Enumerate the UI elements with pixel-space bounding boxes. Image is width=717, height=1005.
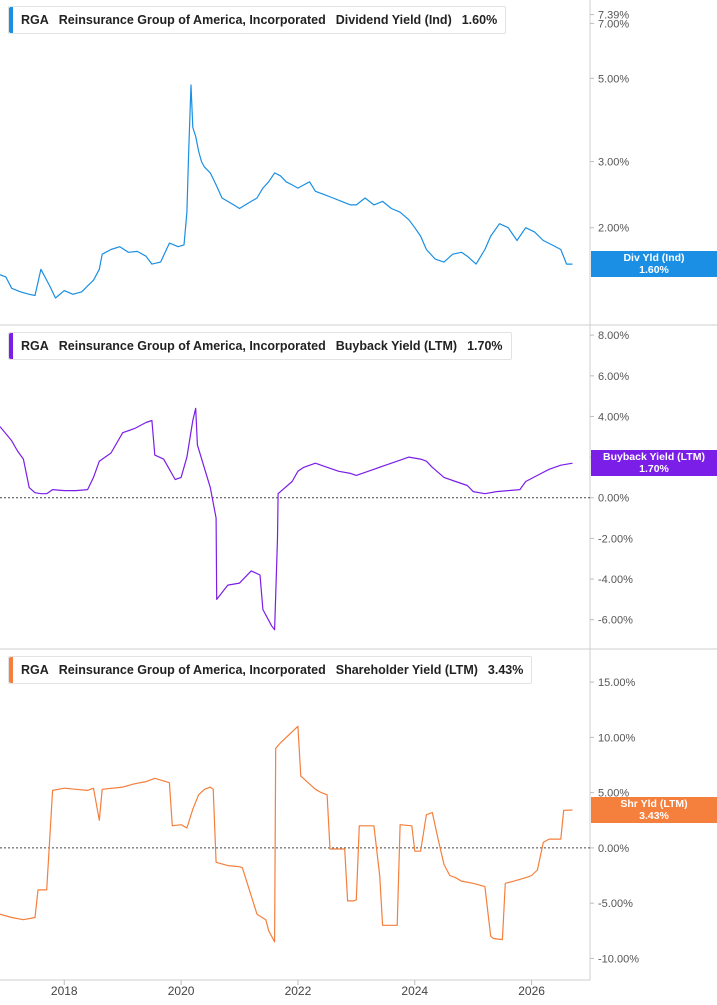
y-tick-label: 0.00% [598,843,629,855]
last-value-tag-shareholder: Shr Yld (LTM) 3.43% [591,796,717,823]
tag-value: 1.70% [639,463,669,476]
y-tick-label: 7.39% [598,10,629,22]
series-color-marker [9,657,13,683]
metric-label: Buyback Yield (LTM) [335,339,458,353]
y-tick-label: 4.00% [598,411,629,423]
y-tick-label: 6.00% [598,371,629,383]
y-tick-label: 0.00% [598,493,629,505]
company-label: Reinsurance Group of America, Incorporat… [58,13,326,27]
ticker-label: RGA [21,13,49,27]
ticker-label: RGA [21,339,49,353]
y-tick-label: -6.00% [598,615,633,627]
y-tick-label: -5.00% [598,898,633,910]
company-label: Reinsurance Group of America, Incorporat… [58,663,326,677]
last-value-tag-buyback: Buyback Yield (LTM) 1.70% [591,450,717,477]
x-tick-label: 2020 [168,984,195,998]
panel-header-buyback: RGA Reinsurance Group of America, Incorp… [8,332,512,360]
panel-header-shareholder: RGA Reinsurance Group of America, Incorp… [8,656,533,684]
x-tick-label: 2018 [51,984,78,998]
x-tick-label: 2022 [285,984,312,998]
series-color-marker [9,333,13,359]
y-tick-label: 2.00% [598,223,629,235]
y-tick-label: 5.00% [598,73,629,85]
metric-label: Shareholder Yield (LTM) [335,663,478,677]
metric-value: 1.60% [461,13,498,27]
tag-value: 3.43% [639,809,669,822]
metric-value: 1.70% [467,339,503,353]
series-line [0,725,573,943]
x-tick-label: 2024 [401,984,428,998]
metric-label: Dividend Yield (Ind) [335,13,452,27]
series-line [0,407,573,631]
metric-value: 3.43% [487,663,524,677]
y-tick-label: 8.00% [598,330,629,342]
series-line [0,84,573,299]
tag-label: Div Yld (Ind) [623,252,685,265]
y-tick-label: 3.00% [598,157,629,169]
ticker-label: RGA [21,663,49,677]
tag-label: Shr Yld (LTM) [620,797,688,810]
y-tick-label: -4.00% [598,574,633,586]
tag-label: Buyback Yield (LTM) [603,451,705,464]
panel-header-dividend: RGA Reinsurance Group of America, Incorp… [8,6,507,34]
tag-value: 1.60% [639,264,669,277]
y-tick-label: 10.00% [598,732,636,744]
series-color-marker [9,7,13,33]
y-tick-label: 15.00% [598,677,636,689]
y-tick-label: 5.00% [598,788,629,800]
company-label: Reinsurance Group of America, Incorporat… [58,339,326,353]
x-tick-label: 2026 [518,984,545,998]
y-tick-label: -2.00% [598,533,633,545]
y-tick-label: -10.00% [598,953,639,965]
y-tick-label: 7.00% [598,18,629,30]
last-value-tag-dividend: Div Yld (Ind) 1.60% [591,251,717,278]
